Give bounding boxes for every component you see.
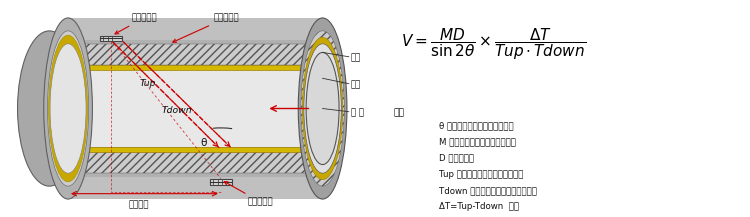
Ellipse shape: [301, 31, 344, 186]
Polygon shape: [68, 152, 322, 173]
Ellipse shape: [47, 31, 88, 186]
Ellipse shape: [17, 31, 81, 186]
Text: 防锈保护层: 防锈保护层: [172, 13, 240, 42]
Polygon shape: [68, 44, 322, 65]
Text: 安装距离: 安装距离: [129, 200, 149, 209]
Polygon shape: [68, 70, 322, 147]
Polygon shape: [68, 147, 322, 152]
FancyBboxPatch shape: [100, 36, 122, 41]
Text: 其中: 其中: [394, 108, 405, 117]
Polygon shape: [68, 18, 322, 39]
Text: 下游传感器: 下游传感器: [115, 13, 158, 34]
Ellipse shape: [50, 44, 86, 173]
Text: Tup: Tup: [140, 79, 156, 88]
Text: θ: θ: [200, 138, 207, 148]
Ellipse shape: [302, 37, 343, 180]
Text: ΔT=Tup-Tdown  时差: ΔT=Tup-Tdown 时差: [439, 202, 519, 211]
Ellipse shape: [49, 35, 88, 182]
Polygon shape: [68, 65, 322, 70]
Ellipse shape: [44, 18, 92, 199]
Text: Tdown: Tdown: [162, 106, 192, 115]
FancyBboxPatch shape: [209, 179, 232, 185]
Text: θ 为声束与液体流动方向的夹角: θ 为声束与液体流动方向的夹角: [439, 122, 513, 130]
Text: 村里: 村里: [351, 81, 361, 90]
Text: 管壁: 管壁: [351, 53, 361, 62]
Ellipse shape: [306, 53, 339, 164]
Polygon shape: [68, 18, 322, 199]
Text: Tup 为声束在正方向上的传播时间: Tup 为声束在正方向上的传播时间: [439, 170, 523, 179]
Text: D 为管道内径: D 为管道内径: [439, 154, 474, 163]
Ellipse shape: [298, 18, 347, 199]
Polygon shape: [68, 178, 322, 199]
Text: $V = \dfrac{MD}{\sin 2\theta} \times \dfrac{\Delta T}{Tup \cdot Tdown}$: $V = \dfrac{MD}{\sin 2\theta} \times \df…: [401, 26, 586, 62]
Text: Tdown 为声束在逆方向上的传播时间: Tdown 为声束在逆方向上的传播时间: [439, 186, 536, 195]
Text: 流 向: 流 向: [351, 109, 364, 118]
Text: M 为声束在液体的直线传播次数: M 为声束在液体的直线传播次数: [439, 138, 515, 147]
Ellipse shape: [304, 44, 341, 173]
Text: 上游传感器: 上游传感器: [224, 182, 273, 206]
